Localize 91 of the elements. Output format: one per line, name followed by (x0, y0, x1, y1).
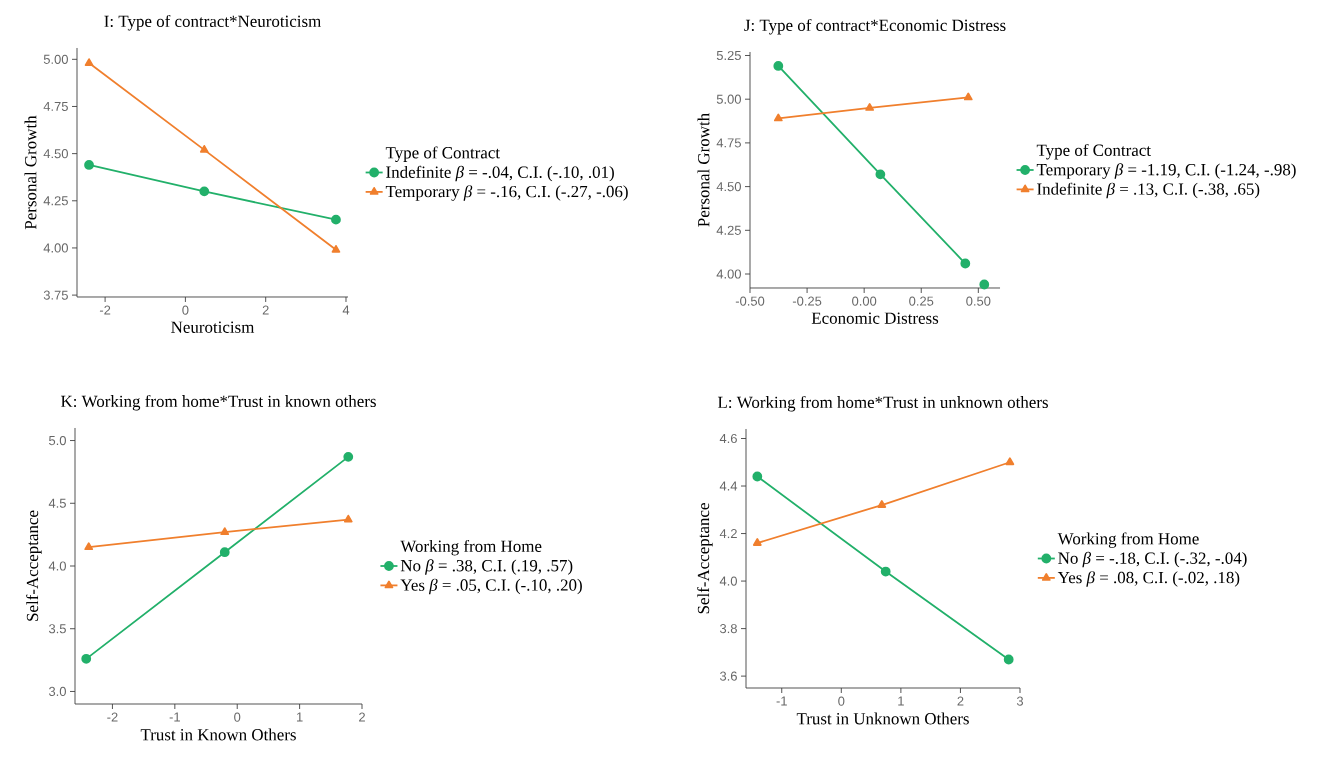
y-tick-label: 4.0 (719, 576, 737, 586)
y-tick-label: 3.6 (719, 671, 737, 681)
legend-label: Indefinite β = .13, C.I. (-.38, .65) (1037, 182, 1260, 199)
y-tick-label: 4.5 (48, 498, 66, 508)
x-tick-label: -2 (99, 305, 111, 315)
y-tick-label: 3.75 (43, 290, 68, 300)
y-tick-label: 5.0 (48, 435, 66, 446)
legend-title: Working from Home (1057, 532, 1199, 548)
legend-label: Indefinite β = -.04, C.I. (-.10, .01) (386, 165, 614, 182)
x-tick-label: 4 (342, 305, 350, 315)
point (199, 186, 210, 197)
y-tick-label: 4.00 (716, 269, 741, 279)
point (773, 61, 784, 71)
x-tick-label: -0.25 (792, 296, 822, 306)
point (331, 214, 341, 225)
point (963, 92, 973, 101)
x-tick-label: -1 (776, 696, 787, 706)
point (1005, 457, 1015, 466)
x-axis-title: Trust in Unknown Others (796, 712, 969, 725)
point (960, 258, 971, 269)
point (1003, 654, 1014, 665)
legend-label: Yes β = .05, C.I. (-.10, .20) (400, 578, 582, 595)
point (84, 542, 94, 551)
y-tick-label: 4.50 (716, 182, 741, 192)
chart-title: I: Type of contract*Neuroticism (104, 14, 322, 31)
legend-label: Temporary β = -1.19, C.I. (-1.24, -.98) (1036, 163, 1296, 179)
point (343, 451, 354, 462)
point (220, 527, 230, 536)
y-tick-label: 4.6 (719, 433, 737, 444)
x-tick-label: 2 (359, 712, 365, 722)
x-tick-label: 3 (1016, 696, 1024, 706)
y-tick-label: 4.25 (43, 196, 68, 206)
x-tick-label: -1 (169, 712, 180, 722)
x-tick-label: 0.50 (966, 296, 991, 306)
y-tick-label: 4.00 (43, 243, 68, 253)
y-tick-label: 4.4 (719, 481, 738, 491)
point (979, 279, 990, 290)
y-axis-title: Personal Growth (697, 113, 710, 227)
point (752, 471, 763, 482)
point (875, 169, 886, 180)
y-tick-label: 4.75 (43, 101, 68, 111)
legend-label: No β = .38, C.I. (.19, .57) (400, 559, 573, 575)
y-tick-label: 5.25 (716, 50, 741, 61)
y-tick-label: 4.75 (716, 138, 741, 148)
chart-title: L: Working from home*Trust in unknown others (717, 395, 1048, 412)
chart-title: K: Working from home*Trust in known others (60, 394, 376, 411)
legend-label: Yes β = .08, C.I. (-.02, .18) (1057, 571, 1240, 587)
legend-title: Working from Home (400, 539, 542, 556)
point (865, 103, 875, 111)
y-tick-label: 4.50 (43, 149, 68, 159)
x-tick-label: -0.50 (735, 296, 765, 306)
legend-title: Type of Contract (385, 146, 500, 162)
x-tick-label: 2 (262, 305, 269, 315)
legend-label: No β = -.18, C.I. (-.32, -.04) (1058, 551, 1247, 568)
y-tick-label: 3.5 (48, 624, 66, 634)
point (219, 547, 230, 558)
y-tick-label: 5.00 (43, 54, 68, 64)
y-tick-label: 4.2 (719, 529, 737, 539)
legend-label: Temporary β = -.16, C.I. (-.27, -.06) (385, 185, 628, 201)
y-axis-title: Self-Acceptance (697, 503, 713, 614)
x-axis-title: Trust in Known Others (140, 728, 296, 741)
point (84, 160, 94, 170)
x-tick-label: 1 (296, 712, 303, 722)
x-tick-label: 2 (957, 696, 964, 706)
y-axis-title: Self-Acceptance (26, 510, 42, 621)
y-tick-label: 3.0 (48, 686, 66, 697)
y-axis-title: Personal Growth (24, 115, 37, 230)
point (199, 144, 209, 153)
y-tick-label: 4.0 (48, 561, 66, 571)
point (343, 514, 353, 523)
y-tick-label: 3.8 (719, 624, 737, 634)
legend-title: Type of Contract (1036, 143, 1151, 160)
x-tick-label: 0 (182, 305, 189, 315)
x-tick-label: 1 (898, 696, 904, 706)
x-tick-label: 0 (838, 696, 845, 706)
point (877, 500, 887, 508)
x-axis-title: Neuroticism (171, 321, 255, 333)
x-tick-label: 0.00 (852, 296, 877, 306)
point (752, 538, 762, 546)
point (81, 653, 92, 664)
x-axis-title: Economic Distress (811, 312, 939, 324)
point (880, 566, 891, 577)
x-tick-label: -2 (107, 712, 118, 722)
x-tick-label: 0 (234, 712, 241, 722)
point (773, 113, 783, 122)
chart-title: J: Type of contract*Economic Distress (744, 18, 1006, 35)
point (331, 244, 341, 253)
point (84, 58, 94, 66)
y-tick-label: 4.25 (716, 225, 741, 235)
x-tick-label: 0.25 (909, 296, 934, 306)
y-tick-label: 5.00 (716, 94, 741, 104)
